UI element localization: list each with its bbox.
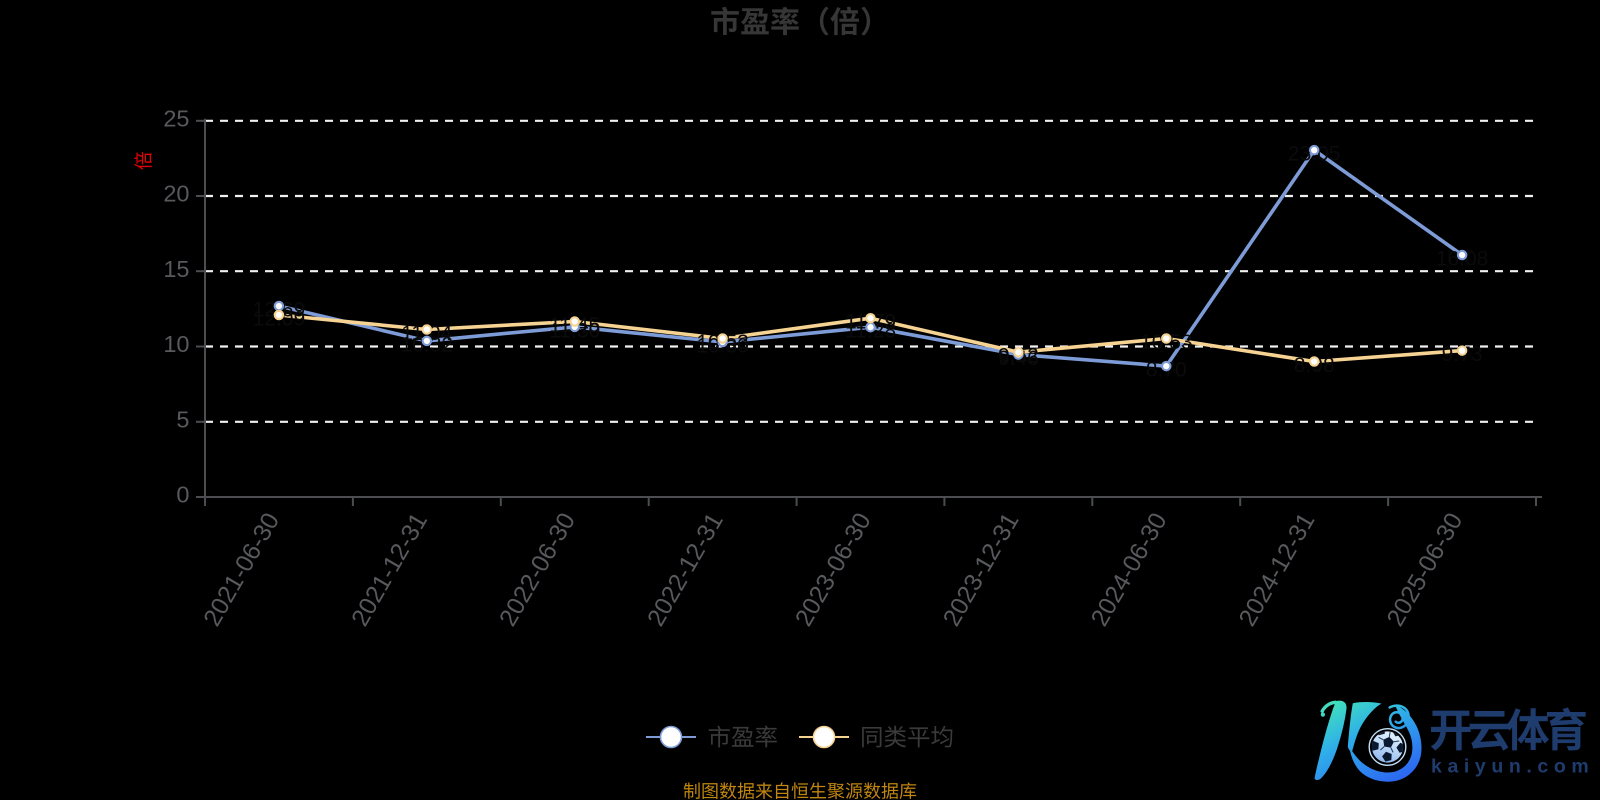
svg-text:5: 5	[176, 406, 189, 432]
svg-text:0: 0	[176, 482, 189, 508]
svg-text:25: 25	[163, 106, 189, 132]
svg-text:15: 15	[163, 256, 189, 282]
svg-text:10: 10	[163, 331, 189, 357]
svg-text:kaiyun.com: kaiyun.com	[1431, 756, 1594, 778]
svg-text:20: 20	[163, 181, 189, 207]
